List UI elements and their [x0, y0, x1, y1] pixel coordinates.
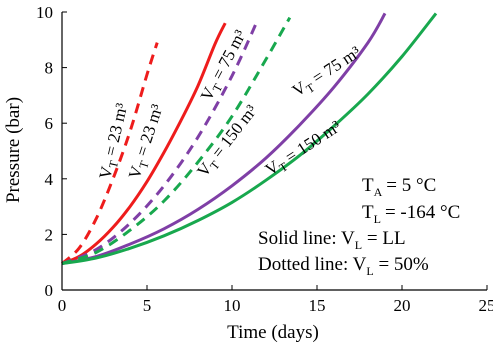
x-axis-title: Time (days)	[227, 322, 319, 343]
x-tick-label: 10	[224, 296, 241, 315]
x-tick-label: 25	[479, 296, 493, 315]
axes-layer	[61, 11, 488, 291]
y-tick-label: 10	[36, 3, 53, 22]
y-tick-label: 8	[45, 59, 54, 78]
tick-labels-layer: 0 5 10 15 20 25 0 2 4 6 8 10	[36, 3, 493, 315]
series-line-5-dashed	[61, 16, 292, 266]
y-axis-title: Pressure (bar)	[3, 97, 24, 203]
annotation-solid-line: Solid line: VL = LL	[258, 228, 406, 252]
y-tick-label: 0	[45, 281, 54, 300]
y-tick-label: 4	[45, 170, 54, 189]
series-line-4-solid	[61, 12, 438, 266]
annotation-tl: TL = -164 °C	[362, 202, 460, 226]
x-tick-label: 5	[143, 296, 152, 315]
series-line-3-dashed	[61, 19, 259, 265]
series-line-0-solid	[61, 22, 227, 265]
series-line-1-dashed	[60, 42, 159, 265]
x-tick-label: 0	[58, 296, 67, 315]
annotation-dotted-line: Dotted line: VL = 50%	[258, 254, 429, 278]
x-tick-label: 20	[394, 296, 411, 315]
y-tick-label: 2	[45, 225, 54, 244]
curves-layer	[60, 12, 438, 266]
series-line-2-solid	[61, 12, 387, 266]
annotation-ta: TA = 5 °C	[362, 175, 436, 199]
curve-label-23-solid: VT = 23 m³	[125, 102, 170, 182]
x-tick-label: 15	[309, 296, 326, 315]
y-tick-label: 6	[45, 114, 54, 133]
